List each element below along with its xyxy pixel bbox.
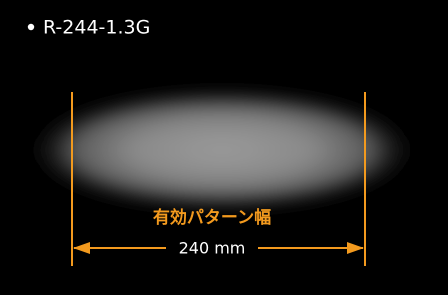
beam-pattern-image: R-244-1.3G 有効パターン幅 240 mm <box>0 0 448 295</box>
pattern-width-title: 有効パターン幅 <box>153 207 271 228</box>
pattern-width-value: 240 mm <box>179 239 246 258</box>
page: R-244-1.3G 有効パターン幅 240 mm (() => { const… <box>0 0 448 295</box>
light-pattern <box>24 88 420 212</box>
bullet <box>28 24 34 30</box>
model-label: R-244-1.3G <box>43 17 150 39</box>
